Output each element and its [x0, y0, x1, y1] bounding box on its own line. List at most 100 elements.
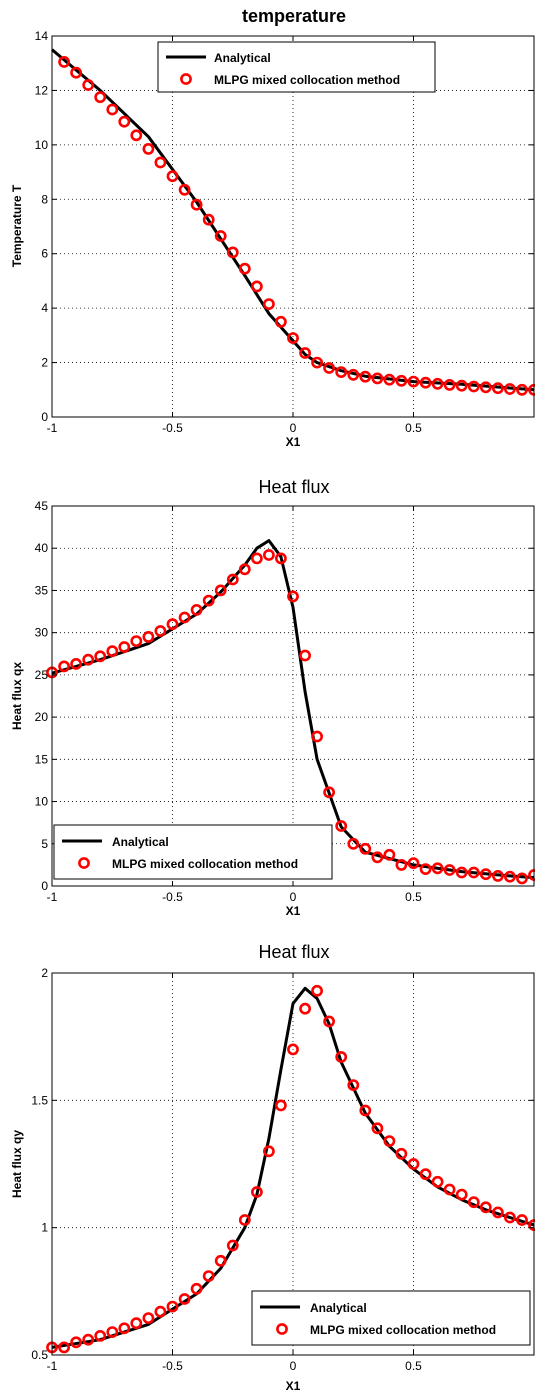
mlpg-data-point: [238, 563, 251, 576]
mlpg-data-point: [455, 866, 468, 879]
mlpg-data-point: [250, 280, 263, 293]
mlpg-data-point: [347, 837, 360, 850]
x-tick-label: 0: [290, 421, 297, 435]
mlpg-data-point: [142, 630, 155, 643]
y-tick-label: 30: [35, 626, 49, 640]
mlpg-data-point: [479, 1201, 492, 1214]
mlpg-data-point: [58, 660, 70, 673]
legend: Analytical MLPG mixed collocation method: [157, 41, 436, 93]
mlpg-data-point: [479, 381, 492, 394]
mlpg-data-point: [178, 611, 191, 624]
y-tick-label: 8: [41, 192, 48, 206]
legend-marker-swatch: [276, 1323, 288, 1335]
mlpg-data-point: [202, 594, 215, 607]
mlpg-data-point: [250, 1186, 263, 1198]
mlpg-data-point: [94, 91, 107, 104]
mlpg-data-point: [503, 870, 516, 883]
mlpg-data-point: [359, 842, 372, 855]
mlpg-data-point: [274, 1099, 287, 1112]
mlpg-data-point: [106, 1326, 119, 1338]
x-tick-label: -0.5: [162, 890, 183, 904]
mlpg-data-point: [166, 1300, 179, 1313]
y-tick-label: 10: [35, 795, 49, 809]
mlpg-data-point: [347, 1079, 360, 1091]
mlpg-data-point: [335, 366, 348, 378]
mlpg-data-point: [491, 382, 504, 395]
mlpg-data-point: [202, 213, 215, 226]
x-axis-label: X1: [286, 435, 301, 449]
mlpg-data-point: [383, 1135, 396, 1147]
temperature-chart: temperature -1 -0.5 0 0.5 0 2 4 6 8 10 12 14 X1 Tem…: [10, 6, 535, 449]
mlpg-data-point: [166, 170, 179, 183]
mlpg-data-point: [311, 984, 323, 997]
mlpg-data-point: [491, 1206, 504, 1219]
ticks: -1 -0.5 0 0.5 0.5 1 1.5 2: [31, 966, 535, 1373]
mlpg-data-point: [82, 79, 95, 91]
x-tick-label: -1: [47, 890, 58, 904]
mlpg-data-point: [467, 380, 480, 393]
mlpg-data-point: [371, 1122, 384, 1135]
heat-flux-qy-chart: Heat flux -1 -0.5 0 0.5 0.5 1 1.5 2 X1 Heat flu…: [10, 942, 535, 1393]
legend-entry-mlpg: MLPG mixed collocation method: [214, 73, 400, 87]
mlpg-data-point: [443, 378, 456, 391]
y-tick-label: 1: [41, 1221, 48, 1235]
y-tick-label: 5: [41, 837, 48, 851]
x-tick-label: 0: [290, 1359, 297, 1373]
mlpg-data-point: [419, 376, 432, 389]
y-tick-label: 0: [41, 410, 48, 424]
mlpg-data-point: [431, 862, 444, 875]
mlpg-data-point: [70, 657, 82, 670]
legend-marker-swatch: [78, 857, 90, 869]
mlpg-data-point: [178, 183, 191, 196]
mlpg-data-point: [467, 866, 480, 879]
mlpg-data-point: [407, 857, 420, 870]
mlpg-data-point: [94, 650, 107, 663]
mlpg-data-point: [142, 142, 155, 155]
mlpg-data-point: [383, 848, 396, 861]
mlpg-data-point: [287, 1043, 299, 1056]
chart-title: Heat flux: [258, 477, 329, 497]
mlpg-data-point: [58, 56, 70, 68]
mlpg-data-point: [407, 375, 420, 388]
plot-area: [52, 36, 534, 417]
mlpg-data-point: [214, 1254, 227, 1267]
mlpg-data-point: [130, 1317, 143, 1330]
mlpg-data-point: [70, 1336, 82, 1349]
mlpg-data-point: [118, 115, 131, 128]
mlpg-data-point: [58, 1341, 70, 1354]
mlpg-data-point: [287, 590, 299, 603]
mlpg-data-point: [238, 1214, 251, 1226]
mlpg-data-point: [226, 246, 239, 259]
mlpg-data-point: [431, 377, 444, 390]
mlpg-data-point: [226, 573, 239, 586]
legend-entry-analytical: Analytical: [112, 835, 169, 849]
x-tick-label: 0.5: [405, 1359, 422, 1373]
mlpg-data-point: [323, 1015, 335, 1028]
mlpg-data-point: [395, 858, 408, 871]
x-tick-label: -1: [47, 1359, 58, 1373]
mlpg-data-point: [503, 1211, 516, 1224]
y-tick-label: 4: [41, 301, 48, 315]
y-tick-label: 2: [41, 356, 48, 370]
mlpg-data-point: [70, 66, 82, 79]
mlpg-data-point: [455, 379, 468, 392]
y-axis-label: Temperature T: [10, 184, 24, 267]
mlpg-data-point: [407, 1158, 420, 1170]
mlpg-data-point: [479, 868, 492, 881]
mlpg-data-point: [178, 1293, 191, 1305]
mlpg-data-point: [262, 549, 275, 561]
mlpg-data-point: [467, 1196, 480, 1209]
x-tick-label: -0.5: [162, 1359, 183, 1373]
y-tick-label: 45: [35, 499, 49, 513]
mlpg-data-point: [311, 730, 323, 743]
mlpg-data-point: [287, 332, 299, 344]
mlpg-data-point: [238, 262, 251, 275]
legend-box: [251, 1290, 531, 1346]
mlpg-data-point: [82, 1333, 95, 1346]
mlpg-data-point: [371, 372, 384, 385]
mlpg-data-point: [154, 156, 167, 169]
mlpg-data-point: [274, 552, 287, 565]
y-tick-label: 40: [35, 541, 49, 555]
series-layer: [46, 984, 535, 1354]
legend-box: [53, 824, 333, 880]
